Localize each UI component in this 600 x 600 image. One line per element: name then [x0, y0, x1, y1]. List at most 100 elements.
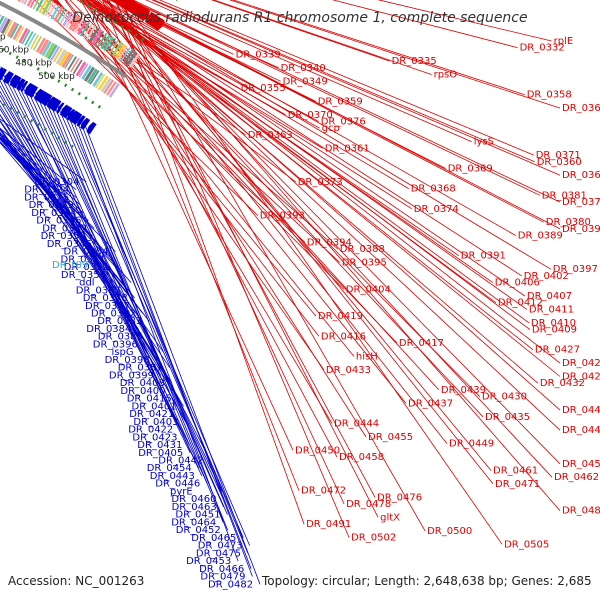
feature-block — [44, 1, 54, 17]
feature-block — [24, 31, 34, 47]
leader-line — [232, 0, 525, 96]
gene-label-forward: DR_0369 — [448, 164, 493, 175]
feature-block — [111, 41, 123, 57]
gene-label-forward: DR_0412 — [498, 298, 543, 309]
gene-arrow — [86, 121, 97, 135]
feature-block — [55, 49, 67, 65]
ruler-label: 460 kbp — [0, 45, 29, 55]
gene-arrow — [141, 9, 151, 22]
gene-label-forward: DR_0390 — [562, 224, 600, 235]
leader-line — [125, 2, 503, 545]
gene-label-forward: DR_0381 — [542, 190, 587, 201]
gene-arrow — [69, 110, 80, 123]
gene-label-reverse: DR_0367 — [76, 285, 121, 296]
gene-label-forward: DR_0395 — [342, 257, 387, 268]
gene-arrow — [144, 11, 155, 24]
gene-arrow — [24, 82, 34, 96]
gene-label-reverse: DR_0354 — [64, 247, 109, 258]
feature-block — [26, 0, 33, 7]
gene-label-forward: DR_0391 — [461, 251, 506, 262]
gene-label-reverse: DR_0421 — [129, 409, 174, 420]
leader-line — [21, 84, 203, 477]
gene-arrow — [39, 92, 50, 105]
feature-block — [108, 39, 119, 55]
gene-label-forward: DR_0449 — [449, 439, 494, 450]
gene-label-reverse: DR_0422 — [128, 425, 173, 436]
gene-label-reverse: DR_0325 — [24, 193, 69, 204]
feature-block — [123, 49, 135, 65]
leader-line — [84, 123, 261, 585]
gene-label-forward: DR_0388 — [340, 244, 385, 255]
gene-label-reverse: DR_0423 — [132, 432, 177, 443]
feature-block — [50, 45, 61, 61]
gene-arrow — [16, 78, 26, 91]
gene-label-forward: DR_0417 — [399, 338, 444, 349]
feature-block — [21, 29, 31, 45]
leader-line — [82, 0, 413, 210]
feature-block — [52, 47, 63, 63]
gene-label-forward: DR_0424 — [562, 372, 600, 383]
leader-line — [212, 0, 432, 75]
gene-label-forward: DR_0437 — [408, 398, 453, 409]
gene-label-reverse: DR_0399 — [109, 370, 154, 381]
gene-label-reverse: DR_0463 — [172, 502, 217, 513]
gene-label-forward: DR_0349 — [283, 76, 328, 87]
gene-arrow — [46, 96, 56, 109]
gene-arrow — [52, 99, 62, 112]
feature-block — [103, 79, 114, 94]
leader-line — [69, 0, 398, 344]
leader-line — [81, 0, 286, 116]
gene-arrow — [118, 0, 126, 7]
gene-label-forward: DR_0404 — [346, 284, 391, 295]
gene-arrow — [59, 104, 69, 117]
feature-block — [38, 0, 48, 14]
gene-label-reverse: DR_0454 — [147, 463, 192, 474]
gene-label-reverse: DR_0398 — [105, 355, 150, 366]
leader-line — [65, 0, 355, 357]
gene-label-reverse: DR_0384 — [86, 324, 131, 335]
leader-line — [115, 0, 234, 55]
gene-label-forward: gcp — [322, 123, 340, 134]
feature-block — [91, 28, 103, 45]
feature-block — [61, 52, 73, 68]
feature-block — [72, 59, 83, 75]
accession-text: Accession: NC_001263 — [8, 574, 145, 588]
feature-block — [82, 23, 93, 39]
topology-text: Topology: circular; Length: 2,648,638 bp… — [262, 574, 592, 588]
ruler-label: 480 kbp — [15, 59, 52, 69]
gene-label-reverse: DR_0336 — [36, 216, 81, 227]
leader-line — [106, 0, 553, 478]
feature-block — [0, 17, 8, 33]
gene-label-reverse: DR_0451 — [175, 510, 220, 521]
gene-arrow — [148, 14, 159, 27]
gene-label-forward: DR_0363 — [248, 130, 293, 141]
feature-block — [106, 81, 117, 96]
gene-label-reverse: pyrE — [170, 486, 193, 497]
leader-line — [79, 120, 253, 577]
gene-label-reverse: DR_0415 — [127, 394, 172, 405]
label-leader-lines — [0, 0, 561, 585]
gene-label-forward: DR_0502 — [351, 533, 396, 544]
gene-label-reverse: DR_0351 — [61, 254, 106, 265]
gene-label-forward: DR_0427 — [535, 345, 580, 356]
gene-label-forward: DR_0430 — [482, 392, 527, 403]
feature-block — [0, 15, 5, 26]
leader-line — [91, 0, 526, 297]
gene-label-forward: DR_0335 — [392, 56, 437, 67]
leader-line — [331, 0, 518, 49]
leader-line — [228, 0, 561, 109]
leader-line — [0, 114, 171, 368]
leader-line — [0, 85, 186, 422]
gene-arrow — [122, 0, 133, 10]
gene-label-forward: DR_0394 — [307, 237, 352, 248]
leader-line — [102, 0, 492, 471]
leader-line — [86, 0, 494, 283]
gene-label-forward: DR_0444 — [334, 419, 379, 430]
feature-block — [69, 57, 80, 73]
feature-block — [50, 4, 61, 20]
gene-label-reverse: DR_0452 — [176, 525, 221, 536]
feature-block — [67, 56, 78, 71]
feature-block — [9, 23, 20, 39]
feature-block — [78, 63, 89, 78]
